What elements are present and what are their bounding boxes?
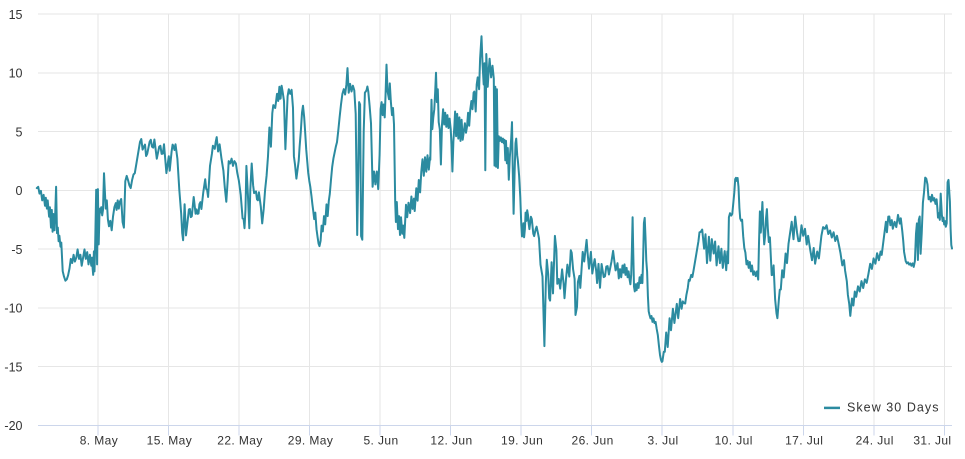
svg-text:5. Jun: 5. Jun [363,434,398,448]
svg-text:-5: -5 [11,243,22,257]
svg-text:3. Jul: 3. Jul [648,434,679,448]
svg-text:17. Jul: 17. Jul [785,434,823,448]
svg-text:15. May: 15. May [147,434,193,448]
svg-text:0: 0 [16,184,23,198]
svg-text:15: 15 [9,8,23,22]
svg-text:10. Jul: 10. Jul [715,434,753,448]
svg-text:-10: -10 [4,302,22,316]
svg-text:26. Jun: 26. Jun [572,434,614,448]
svg-text:12. Jun: 12. Jun [430,434,472,448]
svg-text:22. May: 22. May [217,434,263,448]
svg-text:31. Jul: 31. Jul [913,434,951,448]
svg-text:-20: -20 [4,419,22,433]
svg-text:19. Jun: 19. Jun [501,434,543,448]
svg-text:24. Jul: 24. Jul [856,434,894,448]
svg-text:29. May: 29. May [288,434,334,448]
svg-text:8. May: 8. May [80,434,118,448]
svg-text:Skew 30 Days: Skew 30 Days [847,400,940,414]
svg-text:5: 5 [16,125,23,139]
svg-text:10: 10 [9,67,23,81]
svg-text:-15: -15 [4,360,22,374]
